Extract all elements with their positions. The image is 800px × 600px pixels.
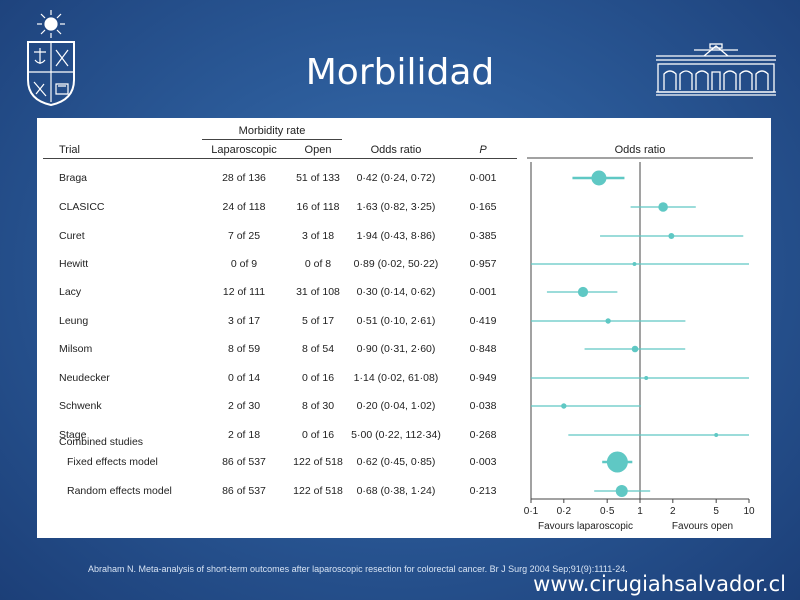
trial-name: Hewitt	[59, 258, 89, 270]
combined-model-name: Random effects model	[67, 485, 172, 497]
laparoscopic-rate: 2 of 30	[227, 400, 261, 412]
odds-ratio-ci: 0·51 (0·10, 2·61)	[356, 315, 436, 327]
laparoscopic-rate: 28 of 136	[222, 172, 266, 184]
point-lacy	[577, 286, 589, 298]
laparoscopic-rate: 0 of 9	[230, 258, 258, 270]
forest-plot: Odds ratio 0·1 0·2 0·5 1 2 5 10 Favours laparosc…	[524, 144, 755, 532]
university-seal-logo	[27, 10, 75, 106]
trial-name: CLASICC	[59, 201, 105, 213]
x-tick-label: 0·5	[600, 506, 615, 517]
laparoscopic-rate: 86 of 537	[222, 456, 266, 468]
trial-name: Milsom	[59, 343, 93, 355]
open-rate: 0 of 16	[301, 372, 335, 384]
trial-name: Neudecker	[59, 372, 110, 384]
p-value: 0·213	[469, 485, 497, 497]
laparoscopic-rate: 8 of 59	[227, 343, 261, 355]
point-fixed-effects-model	[606, 451, 628, 473]
header-p: P	[479, 144, 487, 156]
open-rate: 51 of 133	[296, 172, 340, 184]
laparoscopic-rate: 24 of 118	[222, 201, 266, 213]
p-value: 0·268	[469, 429, 497, 441]
p-value: 0·001	[469, 286, 497, 298]
forest-plot-figure: Morbidity rate Trial Laparoscopic Open O…	[37, 118, 771, 538]
favours-laparoscopic-label: Favours laparoscopic	[538, 521, 633, 532]
odds-ratio-ci: 0·68 (0·38, 1·24)	[356, 485, 436, 497]
citation-text: Abraham N. Meta-analysis of short-term o…	[88, 564, 628, 574]
open-rate: 8 of 54	[301, 343, 335, 355]
odds-ratio-ci: 0·89 (0·02, 50·22)	[353, 258, 439, 270]
trial-name: Leung	[59, 315, 89, 327]
p-value: 0·165	[469, 201, 497, 213]
trial-name: Lacy	[59, 286, 82, 298]
open-rate: 122 of 518	[293, 456, 343, 468]
point-stage	[714, 433, 719, 437]
odds-ratio-ci: 1·94 (0·43, 8·86)	[356, 230, 436, 242]
open-rate: 5 of 17	[301, 315, 335, 327]
open-rate: 0 of 16	[301, 429, 335, 441]
p-value: 0·848	[469, 343, 497, 355]
laparoscopic-rate: 0 of 14	[227, 372, 261, 384]
point-neudecker	[644, 376, 649, 380]
laparoscopic-rate: 86 of 537	[222, 485, 266, 497]
x-tick-label: 5	[713, 506, 719, 517]
website-url: www.cirugiahsalvador.cl	[533, 572, 786, 596]
odds-ratio-ci: 5·00 (0·22, 112·34)	[351, 429, 441, 441]
x-tick-label: 0·1	[524, 506, 539, 517]
x-tick-label: 2	[670, 506, 676, 517]
p-value: 0·419	[469, 315, 497, 327]
header-open: Open	[304, 144, 332, 156]
p-value: 0·957	[469, 258, 497, 270]
odds-ratio-ci: 0·20 (0·04, 1·02)	[356, 400, 436, 412]
p-value: 0·038	[469, 400, 497, 412]
favours-open-label: Favours open	[672, 521, 733, 532]
odds-ratio-ci: 1·14 (0·02, 61·08)	[353, 372, 439, 384]
x-tick-label: 10	[743, 506, 755, 517]
trial-name: Stage	[59, 429, 87, 441]
open-rate: 122 of 518	[293, 485, 343, 497]
p-value: 0·385	[469, 230, 497, 242]
header-odds-ratio: Odds ratio	[370, 144, 422, 156]
trial-name: Braga	[59, 172, 88, 184]
laparoscopic-rate: 3 of 17	[227, 315, 261, 327]
odds-ratio-ci: 0·30 (0·14, 0·62)	[356, 286, 436, 298]
point-random-effects-model	[615, 485, 628, 497]
point-milsom	[631, 345, 639, 353]
laparoscopic-rate: 2 of 18	[227, 429, 261, 441]
odds-ratio-ci: 0·42 (0·24, 0·72)	[356, 172, 436, 184]
odds-ratio-ci: 0·62 (0·45, 0·85)	[356, 456, 436, 468]
open-rate: 8 of 30	[301, 400, 335, 412]
open-rate: 0 of 8	[304, 258, 332, 270]
open-rate: 31 of 108	[296, 286, 340, 298]
p-value: 0·003	[469, 456, 497, 468]
trial-name: Curet	[59, 230, 85, 242]
point-curet	[668, 233, 675, 239]
x-tick-label: 1	[637, 506, 643, 517]
plot-title: Odds ratio	[615, 144, 666, 156]
open-rate: 16 of 118	[296, 201, 340, 213]
hospital-building-logo	[656, 43, 776, 96]
header-trial: Trial	[59, 144, 80, 156]
odds-ratio-ci: 0·90 (0·31, 2·60)	[356, 343, 436, 355]
laparoscopic-rate: 7 of 25	[227, 230, 261, 242]
point-braga	[591, 170, 607, 186]
odds-ratio-ci: 1·63 (0·82, 3·25)	[356, 201, 436, 213]
laparoscopic-rate: 12 of 111	[222, 286, 266, 298]
point-hewitt	[632, 262, 637, 266]
combined-studies-label: Combined studies	[59, 436, 144, 448]
header-laparoscopic: Laparoscopic	[211, 144, 277, 156]
header-morbidity-rate: Morbidity rate	[238, 125, 306, 137]
p-value: 0·001	[469, 172, 497, 184]
open-rate: 3 of 18	[301, 230, 335, 242]
point-clasicc	[658, 202, 668, 212]
point-leung	[605, 318, 611, 324]
trial-name: Schwenk	[59, 400, 102, 412]
p-value: 0·949	[469, 372, 497, 384]
point-schwenk	[561, 403, 567, 409]
slide-title: Morbilidad	[305, 52, 495, 93]
x-tick-label: 0·2	[557, 506, 572, 517]
combined-model-name: Fixed effects model	[67, 456, 158, 468]
